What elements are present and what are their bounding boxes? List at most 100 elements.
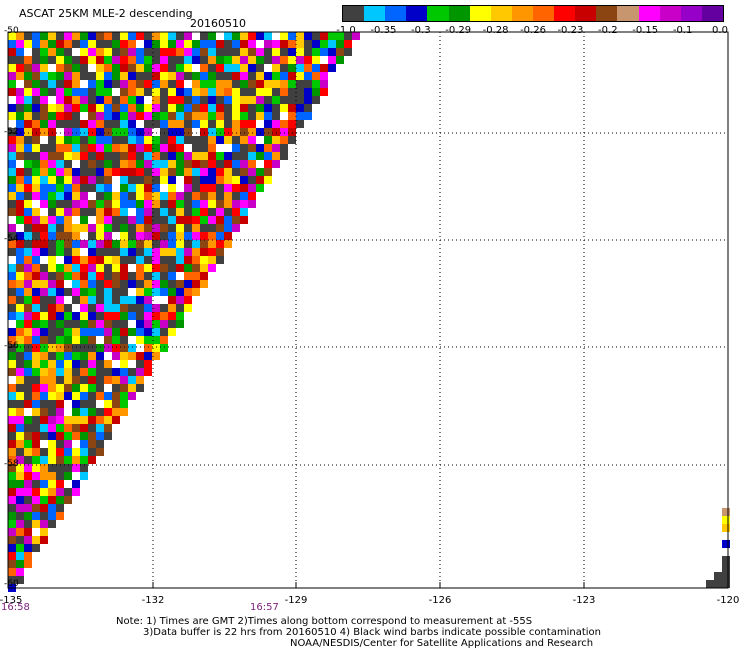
map-title: ASCAT 25KM MLE-2 descending (19, 7, 193, 20)
wind-cell (56, 224, 64, 232)
wind-cell (248, 104, 256, 112)
wind-cell (40, 240, 48, 248)
wind-cell (160, 208, 168, 216)
wind-cell (72, 208, 80, 216)
wind-cell (8, 64, 16, 72)
wind-cell (272, 136, 280, 144)
wind-cell (24, 176, 32, 184)
wind-cell (24, 504, 32, 512)
wind-cell (168, 72, 176, 80)
wind-cell (200, 248, 208, 256)
wind-cell (304, 64, 312, 72)
wind-cell (64, 40, 72, 48)
wind-cell (152, 104, 160, 112)
wind-cell (16, 432, 24, 440)
wind-cell (248, 72, 256, 80)
wind-cell (208, 32, 216, 40)
wind-cell (16, 264, 24, 272)
wind-cell (80, 64, 88, 72)
wind-cell (16, 240, 24, 248)
wind-cell (160, 48, 168, 56)
wind-cell (104, 344, 112, 352)
wind-cell (48, 288, 56, 296)
wind-cell (248, 120, 256, 128)
wind-cell (240, 184, 248, 192)
wind-cell (88, 232, 96, 240)
wind-cell (48, 368, 56, 376)
wind-cell (112, 144, 120, 152)
wind-cell (64, 352, 72, 360)
wind-cell (88, 440, 96, 448)
color-scale-tick: -0.3 (411, 25, 431, 36)
wind-cell (176, 80, 184, 88)
wind-cell (64, 440, 72, 448)
wind-cell (96, 48, 104, 56)
wind-cell (120, 136, 128, 144)
wind-cell (48, 232, 56, 240)
wind-cell (248, 136, 256, 144)
wind-cell (40, 496, 48, 504)
wind-cell (64, 112, 72, 120)
wind-cell (104, 216, 112, 224)
wind-cell (88, 56, 96, 64)
wind-cell (72, 432, 80, 440)
wind-cell (296, 40, 304, 48)
wind-cell (72, 312, 80, 320)
wind-cell (224, 168, 232, 176)
wind-cell (128, 88, 136, 96)
wind-cell (240, 40, 248, 48)
wind-cell (264, 168, 272, 176)
wind-cell (152, 304, 160, 312)
wind-cell (32, 520, 40, 528)
wind-cell (200, 240, 208, 248)
wind-cell (80, 456, 88, 464)
wind-cell (160, 72, 168, 80)
wind-cell (128, 200, 136, 208)
wind-cell (240, 72, 248, 80)
wind-cell (48, 304, 56, 312)
wind-cell (104, 152, 112, 160)
wind-cell (136, 384, 144, 392)
wind-cell (232, 168, 240, 176)
wind-cell (32, 440, 40, 448)
wind-cell (40, 144, 48, 152)
wind-cell (8, 464, 16, 472)
wind-cell (152, 200, 160, 208)
wind-cell (40, 64, 48, 72)
wind-cell (32, 200, 40, 208)
wind-cell (120, 256, 128, 264)
wind-cell (128, 296, 136, 304)
wind-cell (16, 80, 24, 88)
wind-cell (256, 112, 264, 120)
wind-cell (176, 304, 184, 312)
wind-cell (160, 88, 168, 96)
wind-cell (96, 128, 104, 136)
wind-cell (40, 472, 48, 480)
wind-cell (16, 536, 24, 544)
wind-cell (200, 136, 208, 144)
wind-cell (248, 112, 256, 120)
wind-cell (112, 96, 120, 104)
wind-cell (48, 88, 56, 96)
wind-cell (104, 184, 112, 192)
wind-cell (288, 104, 296, 112)
wind-cell (48, 112, 56, 120)
wind-cell (80, 168, 88, 176)
wind-cell (192, 240, 200, 248)
wind-cell (312, 32, 320, 40)
wind-cell (280, 120, 288, 128)
wind-cell (312, 72, 320, 80)
wind-cell (64, 200, 72, 208)
wind-cell (144, 312, 152, 320)
wind-cell (24, 248, 32, 256)
wind-cell (208, 208, 216, 216)
wind-cell (16, 184, 24, 192)
wind-cell (56, 128, 64, 136)
wind-cell (328, 48, 336, 56)
wind-cell (104, 240, 112, 248)
wind-cell (64, 160, 72, 168)
wind-cell (80, 448, 88, 456)
wind-cell (64, 472, 72, 480)
wind-cell (64, 416, 72, 424)
wind-cell (40, 32, 48, 40)
